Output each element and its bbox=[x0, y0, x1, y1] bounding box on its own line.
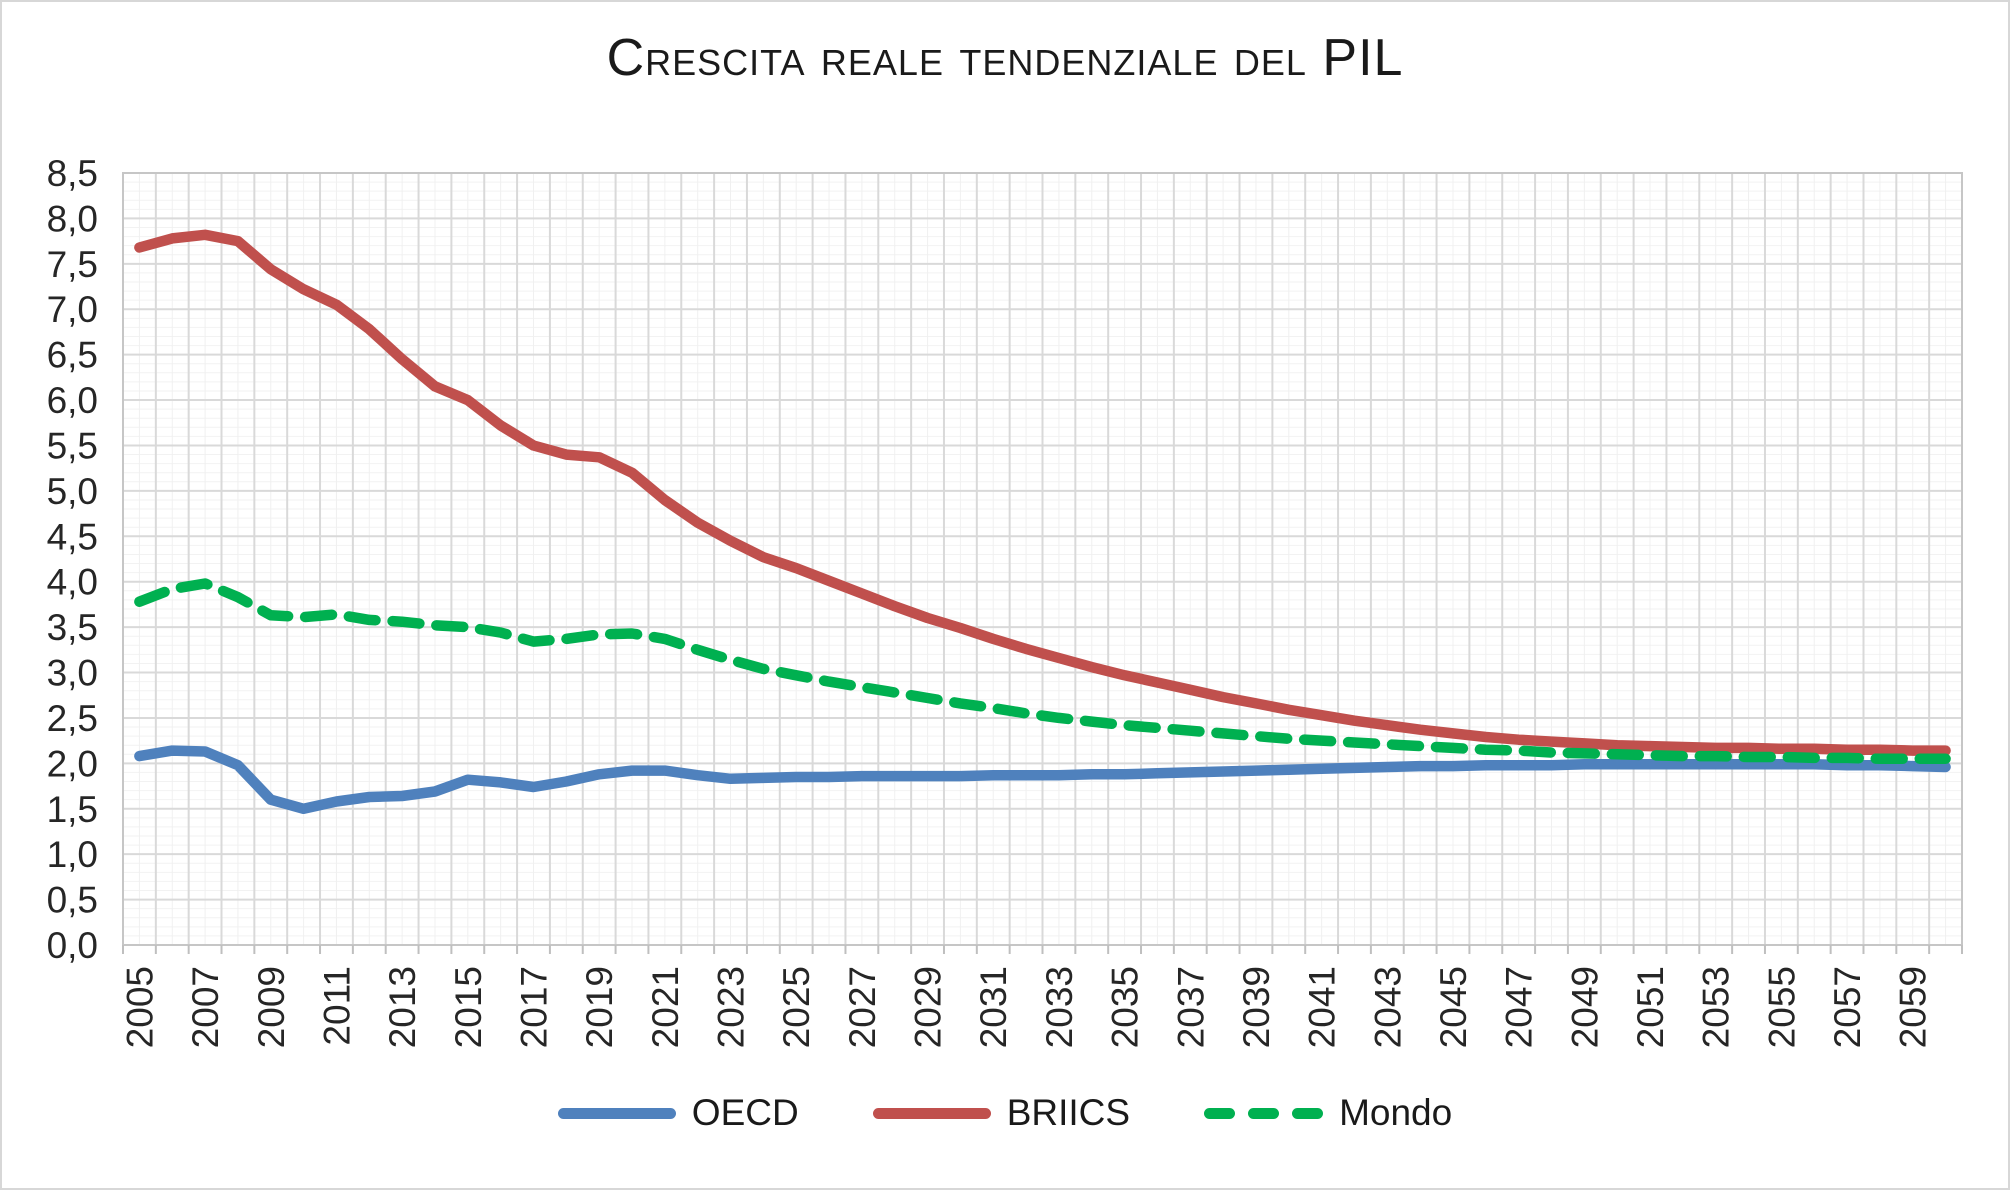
x-tick-label: 2047 bbox=[1499, 966, 1540, 1048]
x-tick-label: 2039 bbox=[1236, 966, 1277, 1048]
x-tick-label: 2027 bbox=[842, 966, 883, 1048]
y-tick-label: 8,5 bbox=[47, 153, 98, 194]
x-tick-label: 2043 bbox=[1367, 966, 1408, 1048]
x-tick-label: 2019 bbox=[579, 966, 620, 1048]
y-tick-label: 7,5 bbox=[47, 244, 98, 285]
x-tick-label: 2013 bbox=[382, 966, 423, 1048]
x-tick-label: 2011 bbox=[316, 966, 357, 1046]
x-tick-label: 2021 bbox=[645, 966, 686, 1048]
mondo-line-swatch bbox=[1204, 1107, 1324, 1119]
x-tick-label: 2037 bbox=[1170, 966, 1211, 1048]
x-tick-label: 2031 bbox=[973, 966, 1014, 1048]
series-line-oecd bbox=[134, 745, 1951, 815]
x-tick-label: 2049 bbox=[1564, 966, 1605, 1048]
x-tick-label: 2055 bbox=[1761, 966, 1802, 1048]
x-tick-label: 2005 bbox=[119, 966, 160, 1048]
chart-title: Crescita reale tendenziale del PIL bbox=[606, 29, 1404, 87]
x-tick-label: 2033 bbox=[1039, 966, 1080, 1048]
legend-item-mondo[interactable]: Mondo bbox=[1204, 1092, 1452, 1134]
y-tick-label: 7,0 bbox=[47, 289, 98, 330]
y-tick-label: 5,5 bbox=[47, 425, 98, 466]
x-tick-label: 2025 bbox=[776, 966, 817, 1048]
legend-label-mondo: Mondo bbox=[1339, 1092, 1453, 1133]
legend-label-oecd: OECD bbox=[691, 1092, 799, 1133]
x-tick-label: 2009 bbox=[251, 966, 292, 1048]
legend-item-briics[interactable]: BRIICS bbox=[872, 1092, 1131, 1134]
y-tick-label: 1,5 bbox=[47, 789, 98, 830]
y-tick-label: 8,0 bbox=[47, 198, 98, 239]
x-tick-label: 2059 bbox=[1893, 966, 1934, 1048]
legend-item-oecd[interactable]: OECD bbox=[557, 1092, 799, 1134]
x-tick-label: 2023 bbox=[711, 966, 752, 1048]
y-tick-label: 2,0 bbox=[47, 743, 98, 784]
x-tick-label: 2007 bbox=[185, 966, 226, 1048]
y-tick-label: 4,0 bbox=[47, 562, 98, 603]
x-tick-label: 2029 bbox=[908, 966, 949, 1048]
y-tick-label: 4,5 bbox=[47, 516, 98, 557]
y-tick-label: 2,5 bbox=[47, 698, 98, 739]
briics-line-swatch bbox=[872, 1107, 991, 1119]
x-tick-label: 2015 bbox=[448, 966, 489, 1048]
x-tick-label: 2035 bbox=[1105, 966, 1146, 1048]
y-tick-label: 0,5 bbox=[47, 880, 98, 921]
y-tick-label: 3,5 bbox=[47, 607, 98, 648]
x-tick-label: 2041 bbox=[1302, 966, 1343, 1048]
x-tick-label: 2051 bbox=[1630, 966, 1671, 1048]
legend: OECD BRIICS Mondo bbox=[2, 1092, 2008, 1134]
x-tick-label: 2057 bbox=[1827, 966, 1868, 1048]
y-tick-label: 1,0 bbox=[47, 834, 98, 875]
y-tick-label: 6,5 bbox=[47, 335, 98, 376]
x-tick-label: 2053 bbox=[1696, 966, 1737, 1048]
y-tick-label: 5,0 bbox=[47, 471, 98, 512]
series-line-briics bbox=[134, 229, 1951, 756]
series-line-mondo bbox=[134, 578, 1951, 765]
oecd-line-swatch bbox=[557, 1107, 676, 1119]
y-tick-label: 6,0 bbox=[47, 380, 98, 421]
y-tick-label: 3,0 bbox=[47, 653, 98, 694]
x-tick-label: 2017 bbox=[513, 966, 554, 1048]
y-tick-label: 0,0 bbox=[47, 925, 98, 966]
legend-label-briics: BRIICS bbox=[1006, 1092, 1131, 1133]
x-tick-label: 2045 bbox=[1433, 966, 1474, 1048]
